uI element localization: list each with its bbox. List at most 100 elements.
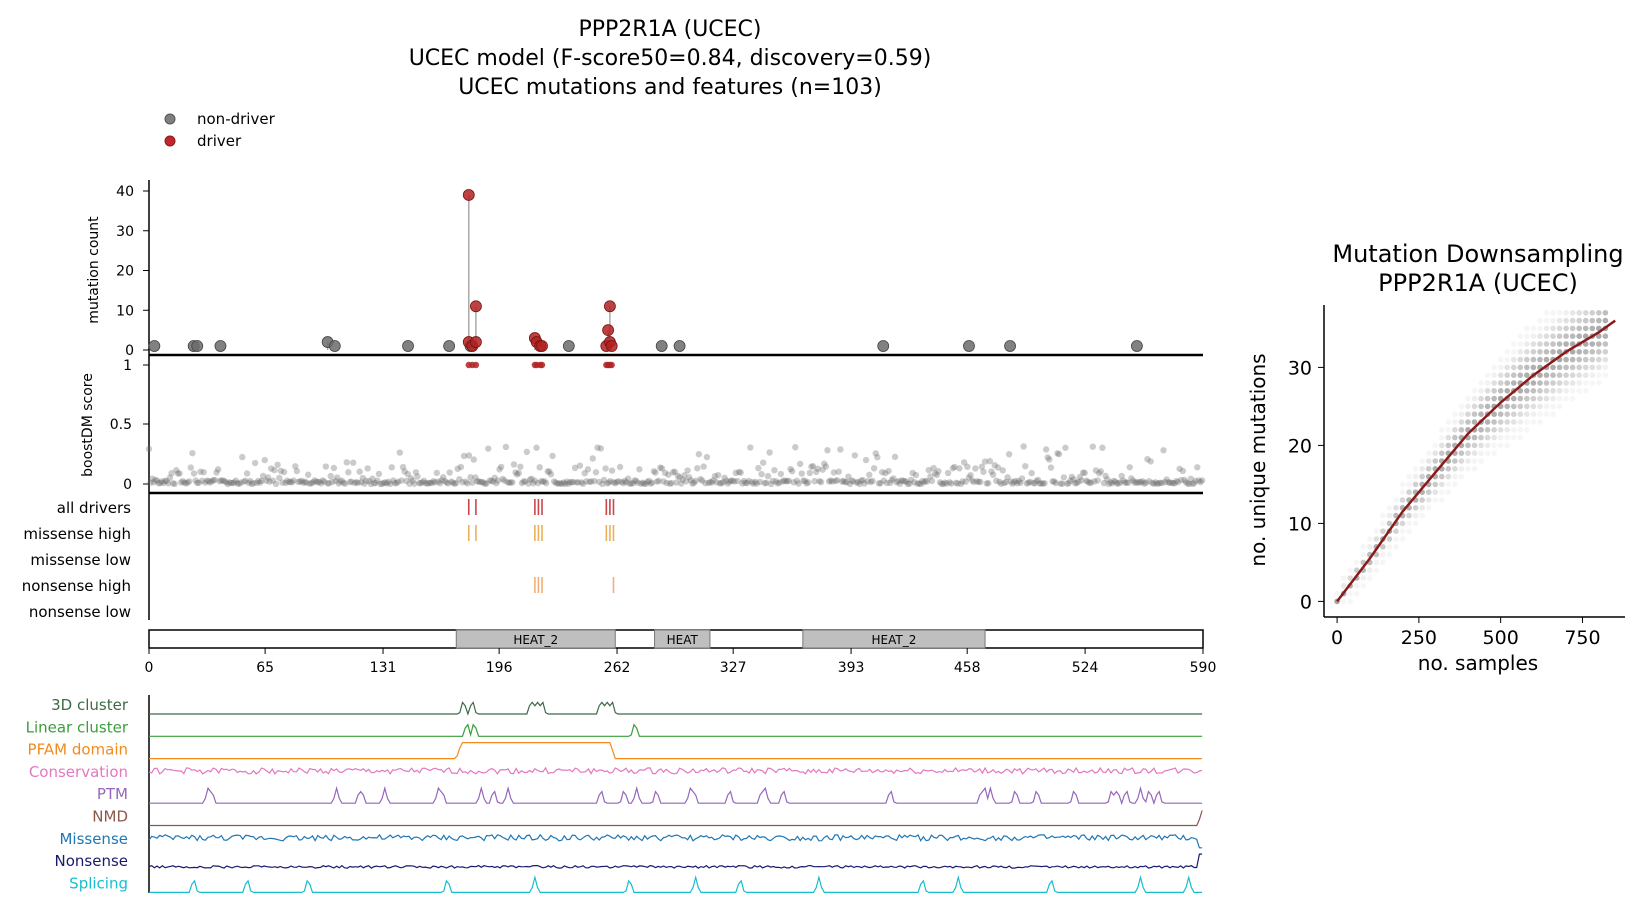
downsampling-point: [1524, 356, 1530, 363]
downsampling-point: [1478, 427, 1484, 433]
boostdm-point: [620, 479, 627, 487]
downsampling-point: [1419, 512, 1425, 519]
downsampling-point: [1543, 403, 1550, 410]
downsampling-xticklabel: 500: [1483, 627, 1519, 649]
downsampling-point: [1602, 364, 1609, 371]
boostdm-point: [304, 471, 312, 478]
downsampling-point: [1438, 481, 1445, 488]
boostdm-point: [340, 479, 347, 487]
boostdm-point: [1015, 477, 1023, 485]
boostdm-point: [618, 478, 625, 486]
downsampling-point: [1582, 333, 1589, 340]
boostdm-point: [1174, 478, 1182, 486]
boostdm-point: [1014, 479, 1021, 487]
boostdm-point: [978, 463, 986, 470]
boostdm-point: [631, 477, 638, 484]
downsampling-point: [1425, 489, 1432, 496]
boostdm-point: [997, 480, 1005, 487]
downsampling-point: [1596, 317, 1602, 324]
downsampling-point: [1576, 317, 1582, 324]
boostdm-point: [451, 480, 458, 487]
boostdm-point: [1092, 467, 1100, 474]
downsampling-title-1: Mutation Downsampling: [1332, 240, 1623, 268]
downsampling-point: [1458, 466, 1465, 472]
boostdm-ytick-0: 0: [123, 477, 132, 493]
downsampling-point: [1465, 419, 1471, 425]
downsampling-point: [1517, 411, 1524, 418]
driver-point: [462, 189, 475, 201]
downsampling-point: [1563, 395, 1569, 402]
boostdm-point: [277, 467, 285, 475]
downsampling-point: [1582, 310, 1589, 316]
downsampling-point: [1576, 310, 1582, 316]
boostdm-ytick-0.5: 0.5: [110, 417, 132, 433]
downsampling-point: [1510, 434, 1517, 441]
downsampling-point: [1478, 403, 1484, 410]
boostdm-point: [597, 445, 604, 452]
boostdm-point: [658, 465, 666, 472]
downsampling-point: [1452, 458, 1458, 464]
boostdm-point: [824, 447, 831, 454]
boostdm-point: [1033, 477, 1040, 485]
boostdm-point: [983, 480, 990, 487]
boostdm-point: [784, 478, 791, 485]
boostdm-point: [518, 479, 526, 487]
boostdm-point: [800, 477, 807, 484]
boostdm-point: [862, 456, 870, 464]
downsampling-point: [1445, 427, 1452, 433]
boostdm-point: [526, 476, 534, 483]
downsampling-point: [1550, 364, 1556, 371]
boostdm-point: [788, 467, 796, 475]
downsampling-point: [1517, 356, 1524, 363]
boostdm-point: [872, 450, 879, 457]
boostdm-point: [202, 479, 209, 486]
downsampling-point: [1497, 380, 1504, 386]
boostdm-point: [809, 463, 817, 470]
downsampling-point: [1406, 473, 1412, 480]
downsampling-point: [1334, 590, 1340, 597]
boostdm-point: [565, 480, 572, 487]
boostdm-point: [330, 464, 338, 472]
boostdm-point: [295, 478, 302, 486]
downsampling-point: [1550, 333, 1556, 340]
downsampling-point: [1478, 442, 1484, 449]
downsampling-yticklabel: 10: [1288, 513, 1312, 535]
downsampling-point: [1452, 427, 1458, 433]
downsampling-point: [1491, 388, 1497, 394]
downsampling-point: [1497, 442, 1504, 449]
downsampling-point: [1582, 380, 1589, 386]
downsampling-point: [1438, 497, 1445, 503]
boostdm-point: [637, 480, 645, 487]
downsampling-point: [1340, 575, 1347, 581]
boostdm-point: [414, 473, 421, 480]
boostdm-point: [655, 477, 662, 485]
boostdm-point: [303, 479, 310, 486]
downsampling-point: [1367, 575, 1373, 581]
non-driver-point: [191, 340, 204, 352]
boostdm-ytick-1: 1: [123, 358, 132, 374]
boostdm-point: [306, 480, 313, 487]
downsampling-point: [1569, 356, 1576, 363]
driver-tracks-panel: all drivers missense high missense low n…: [22, 493, 615, 621]
boostdm-point: [671, 468, 678, 475]
boostdm-point: [813, 468, 820, 476]
boostdm-point: [719, 479, 727, 486]
downsampling-point: [1517, 364, 1524, 371]
boostdm-point: [677, 480, 685, 487]
boostdm-point: [1084, 478, 1092, 485]
boostdm-point: [657, 464, 664, 471]
boostdm-point: [867, 478, 875, 486]
boostdm-point: [758, 470, 765, 478]
boostdm-point: [388, 464, 395, 471]
domain-panel: HEAT_2 HEAT HEAT_2 0 65 131 196 262 327 393 458 52…: [145, 629, 1216, 676]
boostdm-point: [457, 463, 465, 471]
downsampling-point: [1524, 395, 1530, 402]
boostdm-point: [1099, 444, 1106, 451]
downsampling-point: [1491, 380, 1497, 386]
boostdm-point: [960, 459, 968, 466]
boostdm-point: [674, 472, 682, 480]
downsampling-point: [1504, 403, 1511, 410]
boostdm-point: [681, 472, 688, 479]
downsampling-point: [1491, 419, 1497, 425]
boostdm-point: [703, 453, 711, 461]
